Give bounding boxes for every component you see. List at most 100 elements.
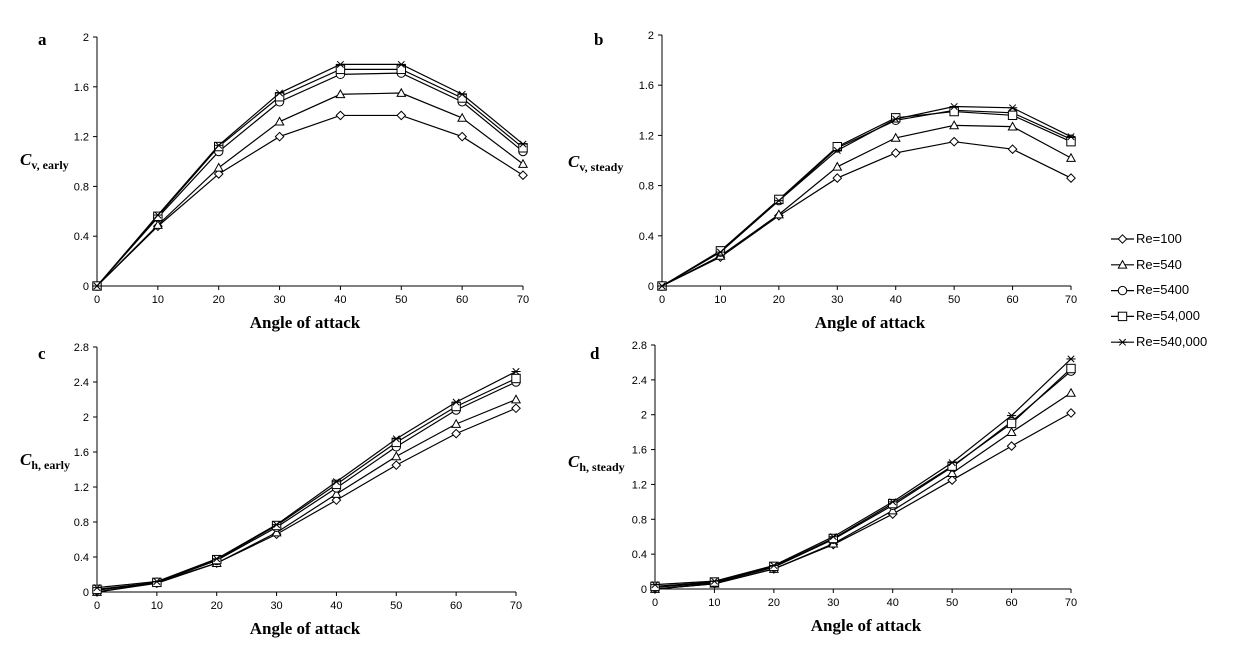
- x-tick-label: 50: [946, 597, 958, 609]
- data-point-star: [271, 521, 282, 529]
- data-point-triangle: [517, 158, 529, 168]
- series-re-540: [91, 87, 529, 290]
- data-point-star: [774, 197, 784, 205]
- y-tick-label: 1.6: [74, 447, 89, 459]
- x-tick-label: 60: [450, 600, 462, 612]
- y-tick-label: 0.4: [74, 552, 89, 564]
- legend-marker-star: [1111, 338, 1134, 346]
- data-point-star: [391, 435, 401, 443]
- data-point-star: [153, 211, 163, 219]
- y-tick-label: 1.6: [632, 445, 647, 457]
- x-tick-label: 60: [456, 294, 468, 306]
- legend-marker-circle: [1117, 285, 1128, 296]
- y-tick-label: 0.4: [632, 549, 647, 561]
- data-point-star: [152, 577, 162, 586]
- y-tick-label: 2: [83, 412, 89, 424]
- y-tick-label: 1.2: [639, 130, 654, 142]
- legend-label: Re=100: [1136, 231, 1182, 246]
- x-tick-label: 70: [1065, 294, 1077, 306]
- data-point-star: [451, 398, 461, 406]
- data-point-square: [650, 581, 660, 592]
- data-point-square: [1006, 418, 1017, 429]
- series-re-54-000: [92, 373, 521, 595]
- y-tick-label: 1.2: [632, 479, 647, 491]
- data-point-diamond: [396, 110, 407, 121]
- y-tick-label: 2: [648, 30, 654, 42]
- data-point-diamond: [947, 475, 958, 485]
- data-point-square: [274, 92, 285, 102]
- data-point-star: [891, 115, 901, 123]
- legend-marker-square: [1117, 311, 1128, 322]
- panel-label-d: d: [590, 344, 600, 363]
- legend-marker-circle: [1111, 285, 1134, 296]
- data-point-triangle: [271, 527, 282, 537]
- y-tick-label: 2.8: [632, 340, 647, 352]
- data-point-triangle: [832, 161, 843, 171]
- data-point-triangle: [396, 87, 407, 97]
- data-point-diamond: [518, 170, 528, 181]
- data-point-diamond: [1006, 441, 1017, 451]
- y-tick-label: 0: [83, 281, 89, 293]
- x-tick-label: 10: [151, 600, 163, 612]
- data-point-triangle: [331, 488, 342, 498]
- y-tick-label: 2: [641, 410, 647, 422]
- legend-marker-star: [1117, 338, 1128, 346]
- x-tick-label: 60: [1006, 294, 1018, 306]
- x-tick-label: 70: [510, 600, 522, 612]
- legend-entry-re-5400: Re=5400: [1111, 282, 1189, 297]
- data-point-triangle: [274, 116, 285, 126]
- series-re-5400: [650, 366, 1076, 592]
- data-point-triangle: [457, 112, 468, 122]
- y-tick-label: 1.2: [74, 132, 89, 144]
- data-point-diamond: [890, 148, 901, 158]
- x-tick-label: 0: [652, 597, 658, 609]
- y-tick-label: 0: [83, 587, 89, 599]
- data-point-star: [947, 459, 957, 467]
- panel-a-xlabel: Angle of attack: [250, 313, 361, 332]
- series-line: [654, 392, 1072, 590]
- series-re-100: [650, 408, 1076, 594]
- y-tick-label: 0.4: [639, 231, 654, 243]
- legend-label: Re=54,000: [1136, 308, 1200, 323]
- legend-marker-triangle: [1117, 259, 1128, 269]
- panel-c-xlabel: Angle of attack: [250, 619, 361, 638]
- data-point-triangle: [510, 394, 522, 404]
- series-line: [96, 68, 524, 287]
- series-line: [96, 114, 524, 287]
- y-tick-label: 2.4: [74, 377, 89, 389]
- series-line: [96, 72, 524, 287]
- data-point-square: [212, 554, 222, 565]
- data-point-diamond: [457, 131, 468, 142]
- data-point-square: [832, 141, 842, 152]
- data-point-star: [511, 367, 521, 376]
- legend-marker-diamond: [1117, 234, 1128, 244]
- series-line: [96, 407, 517, 593]
- legend-entry-re-540000: Re=540,000: [1111, 334, 1207, 349]
- x-tick-label: 20: [773, 294, 785, 306]
- x-tick-label: 30: [827, 597, 839, 609]
- x-tick-label: 20: [211, 600, 223, 612]
- data-point-triangle: [773, 209, 784, 219]
- x-tick-label: 10: [714, 294, 726, 306]
- data-point-diamond: [391, 460, 402, 471]
- data-point-star: [832, 146, 842, 155]
- data-point-star: [331, 478, 342, 486]
- x-tick-label: 40: [330, 600, 342, 612]
- series-line: [96, 377, 517, 590]
- y-tick-label: 1.6: [639, 80, 654, 92]
- series-re-100: [657, 136, 1076, 291]
- series-line: [96, 398, 517, 593]
- data-point-star: [949, 102, 959, 111]
- data-point-square: [1066, 136, 1076, 147]
- panel-d: d 0 0.4 0.8 1.2 1.6 2 2.4 2.8 0 10 20 30 40 50 60 70 An…: [568, 340, 1077, 635]
- y-tick-label: 0: [641, 584, 647, 596]
- data-point-square: [396, 64, 406, 75]
- y-tick-label: 2.8: [74, 342, 89, 354]
- x-tick-label: 0: [659, 294, 665, 306]
- x-tick-label: 20: [213, 294, 225, 306]
- legend-entry-re-100: Re=100: [1111, 231, 1182, 246]
- panel-a: a 00.40.81.21.620 10 20 30 40 50 60 70 Angle of…: [20, 30, 529, 332]
- data-point-triangle: [1065, 387, 1077, 397]
- panel-c: c 0 0.4 0.8 1.2 1.6 2 2.4 2.8 0 10 20 30 40 50 60 70 An…: [20, 342, 522, 638]
